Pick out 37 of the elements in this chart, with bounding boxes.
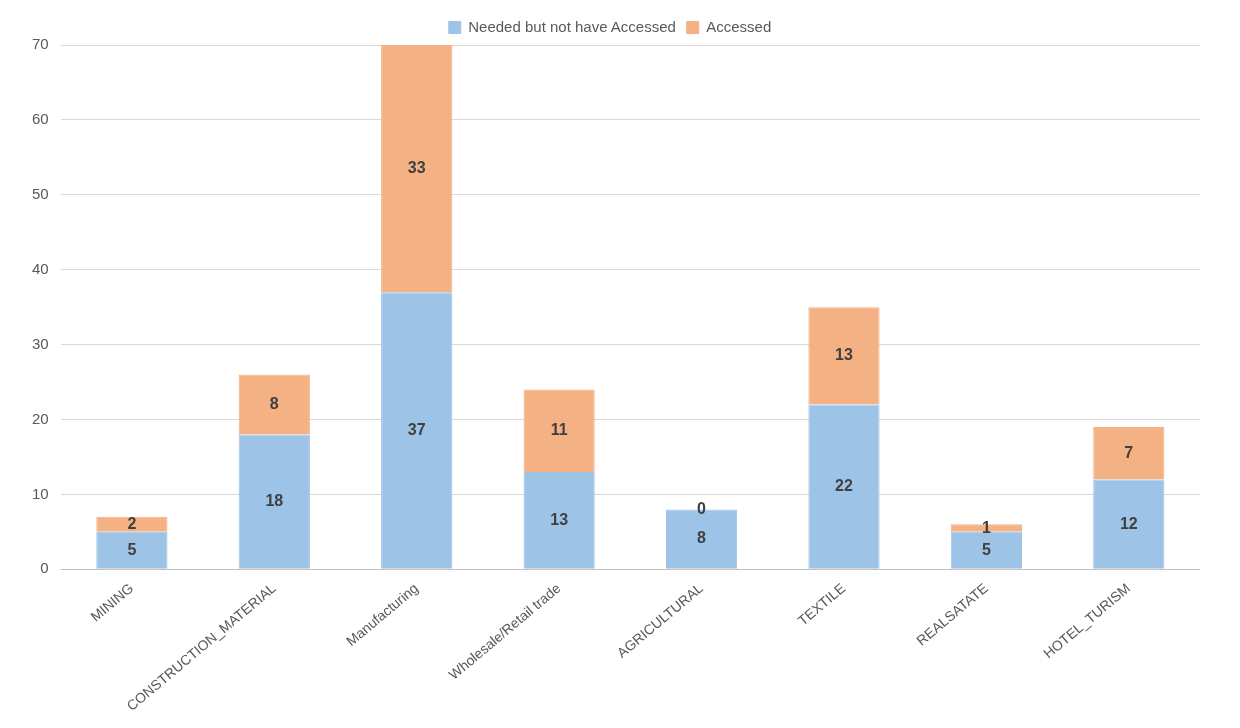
data-label: 2 [127, 514, 137, 532]
data-label: 37 [407, 420, 426, 438]
data-label: 8 [269, 394, 279, 412]
bar [238, 374, 310, 435]
bar [950, 531, 1022, 569]
bar [381, 292, 453, 569]
y-tick-label: 10 [32, 484, 49, 502]
bar [808, 404, 880, 569]
data-label: 18 [265, 492, 284, 510]
legend-label: Accessed [706, 17, 772, 35]
data-label: 5 [981, 540, 991, 558]
data-label: 5 [127, 540, 137, 558]
data-label: 12 [1119, 514, 1138, 532]
data-label: 8 [697, 529, 707, 547]
y-tick-label: 50 [32, 184, 49, 202]
legend-label: Needed but not have Accessed [468, 17, 676, 35]
bar [523, 389, 595, 472]
data-label: 22 [835, 477, 853, 495]
y-tick-label: 30 [32, 334, 49, 352]
data-label: 7 [1124, 443, 1134, 461]
data-label: 13 [550, 510, 569, 528]
data-label: 0 [697, 499, 707, 517]
y-tick-label: 0 [40, 559, 49, 577]
y-tick-label: 60 [32, 110, 49, 128]
bar [381, 45, 453, 293]
data-label: 33 [407, 158, 426, 176]
bar [238, 434, 310, 569]
bar [1093, 479, 1165, 569]
data-label: 11 [550, 421, 568, 439]
bar [523, 471, 595, 569]
bar [96, 531, 168, 569]
y-tick-label: 40 [32, 259, 49, 277]
y-tick-label: 70 [32, 35, 49, 53]
data-label: 13 [835, 346, 853, 364]
bar [1093, 426, 1165, 480]
y-tick-label: 20 [32, 409, 49, 427]
bar [808, 307, 880, 405]
